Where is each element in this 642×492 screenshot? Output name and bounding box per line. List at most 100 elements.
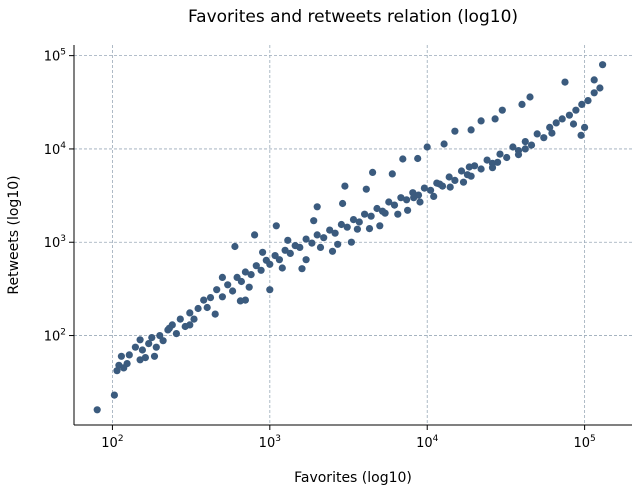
scatter-point bbox=[110, 391, 118, 399]
scatter-point bbox=[213, 286, 221, 294]
scatter-point bbox=[436, 180, 444, 188]
scatter-point bbox=[298, 265, 306, 273]
scatter-point bbox=[440, 140, 448, 148]
scatter-point bbox=[266, 286, 274, 294]
scatter-point bbox=[590, 89, 598, 97]
scatter-point bbox=[281, 246, 289, 254]
scatter-point bbox=[138, 346, 146, 354]
scatter-point bbox=[596, 84, 604, 92]
scatter-point bbox=[514, 151, 523, 159]
scatter-point bbox=[548, 129, 556, 137]
scatter-point bbox=[257, 266, 265, 274]
y-tick-label: 105 bbox=[44, 48, 66, 65]
x-tick-label: 102 bbox=[101, 434, 123, 451]
scatter-point bbox=[272, 222, 280, 230]
scatter-point bbox=[186, 321, 194, 329]
scatter-point bbox=[136, 336, 144, 344]
y-tick-label-base: 10 bbox=[44, 50, 61, 65]
scatter-point bbox=[334, 240, 342, 248]
scatter-point bbox=[459, 178, 468, 186]
scatter-point bbox=[313, 231, 321, 239]
x-tick-label-base: 10 bbox=[573, 436, 590, 451]
scatter-point bbox=[278, 264, 286, 272]
scatter-point bbox=[388, 170, 396, 178]
scatter-point bbox=[251, 231, 259, 239]
scatter-point bbox=[176, 315, 184, 323]
scatter-point bbox=[577, 131, 585, 139]
scatter-point bbox=[569, 120, 578, 128]
scatter-point bbox=[533, 130, 541, 138]
scatter-point bbox=[584, 97, 592, 105]
scatter-point bbox=[131, 343, 139, 351]
scatter-point bbox=[599, 61, 607, 69]
scatter-point bbox=[451, 127, 459, 135]
scatter-point bbox=[231, 242, 239, 251]
y-tick-label-base: 10 bbox=[44, 143, 61, 158]
scatter-point bbox=[341, 182, 349, 190]
scatter-point bbox=[343, 223, 351, 231]
scatter-point bbox=[349, 216, 358, 224]
y-tick-label: 104 bbox=[44, 141, 67, 158]
x-tick-label-exponent: 3 bbox=[275, 434, 281, 444]
scatter-point bbox=[496, 150, 504, 158]
scatter-point bbox=[316, 243, 325, 251]
x-tick-label-exponent: 4 bbox=[433, 434, 439, 444]
scatter-point bbox=[446, 183, 454, 191]
scatter-point bbox=[491, 115, 499, 123]
scatter-point bbox=[302, 256, 310, 264]
x-tick-label-base: 10 bbox=[416, 436, 433, 451]
y-tick-label: 102 bbox=[44, 328, 66, 345]
scatter-point bbox=[503, 153, 511, 162]
scatter-point bbox=[369, 168, 377, 176]
scatter-point bbox=[477, 165, 485, 173]
scatter-point bbox=[186, 309, 194, 317]
scatter-point bbox=[445, 173, 453, 181]
y-tick-label: 103 bbox=[44, 234, 66, 251]
scatter-point bbox=[546, 123, 554, 131]
scatter-point bbox=[427, 186, 435, 194]
scatter-point bbox=[310, 217, 318, 225]
scatter-point bbox=[302, 235, 310, 243]
chart-title: Favorites and retweets relation (log10) bbox=[188, 7, 518, 27]
scatter-point bbox=[367, 212, 375, 220]
scatter-point bbox=[145, 340, 153, 348]
y-tick-label-exponent: 5 bbox=[60, 48, 66, 58]
x-tick-label-exponent: 5 bbox=[590, 434, 596, 444]
scatter-point bbox=[150, 352, 159, 360]
data-points bbox=[93, 61, 607, 414]
y-tick-label-base: 10 bbox=[44, 330, 61, 345]
x-tick-label: 105 bbox=[573, 434, 595, 451]
scatter-point bbox=[365, 225, 374, 233]
scatter-point bbox=[397, 194, 405, 202]
scatter-point bbox=[203, 303, 211, 312]
scatter-point bbox=[194, 304, 202, 313]
scatter-point bbox=[326, 226, 334, 234]
scatter-point bbox=[527, 141, 536, 149]
scatter-point bbox=[211, 310, 219, 318]
scatter-point bbox=[148, 334, 156, 342]
scatter-point bbox=[190, 315, 198, 323]
scatter-point bbox=[236, 297, 244, 305]
scatter-point bbox=[353, 225, 361, 233]
scatter-point bbox=[266, 260, 274, 268]
scatter-point bbox=[381, 209, 389, 217]
scatter-point bbox=[494, 158, 502, 166]
scatter-point bbox=[247, 271, 255, 279]
scatter-point bbox=[93, 406, 101, 414]
scatter-point bbox=[296, 243, 304, 251]
scatter-point bbox=[457, 167, 466, 175]
scatter-point bbox=[488, 164, 497, 172]
x-tick-label: 104 bbox=[416, 434, 439, 451]
scatter-point bbox=[373, 204, 381, 213]
scatter-point bbox=[467, 172, 475, 180]
scatter-point bbox=[286, 249, 294, 257]
scatter-point bbox=[404, 206, 412, 214]
x-axis-label: Favorites (log10) bbox=[294, 470, 412, 486]
scatter-point bbox=[521, 138, 529, 146]
scatter-point bbox=[552, 119, 560, 127]
scatter-point bbox=[117, 352, 125, 360]
scatter-point bbox=[420, 184, 428, 192]
scatter-point bbox=[156, 332, 164, 340]
y-tick-label-exponent: 3 bbox=[60, 234, 66, 244]
